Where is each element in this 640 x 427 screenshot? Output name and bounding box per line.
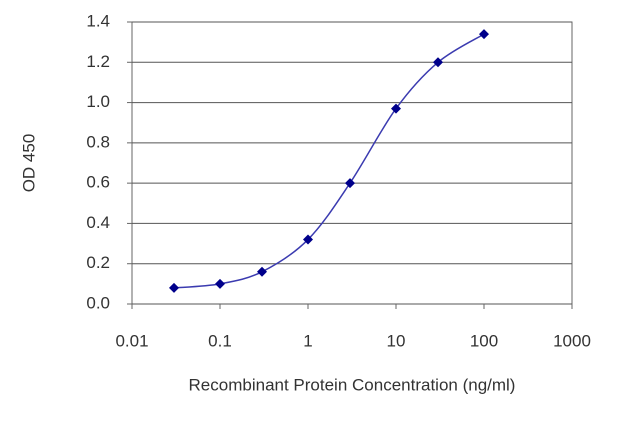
plot-frame	[131, 21, 573, 305]
y-tick-label: 0.8	[86, 132, 110, 151]
x-tick-label: 1	[303, 331, 312, 350]
y-tick-label: 0.0	[86, 293, 110, 312]
x-axis-label: Recombinant Protein Concentration (ng/ml…	[189, 375, 516, 394]
y-tick-label: 1.2	[86, 52, 110, 71]
data-line	[173, 33, 485, 289]
y-axis-label: OD 450	[19, 134, 38, 193]
y-tick-label: 0.4	[86, 213, 110, 232]
data-point	[256, 266, 267, 277]
x-tick-label: 100	[470, 331, 498, 350]
x-tick-label: 0.01	[115, 331, 148, 350]
y-tick-label: 0.6	[86, 173, 110, 192]
y-tick-label: 1.0	[86, 92, 110, 111]
x-tick-label: 0.1	[208, 331, 232, 350]
x-tick-label: 1000	[553, 331, 591, 350]
data-point	[479, 29, 489, 40]
x-tick-label: 10	[387, 331, 406, 350]
data-point	[215, 278, 225, 289]
y-tick-label: 1.4	[86, 11, 110, 30]
data-point	[391, 103, 401, 114]
y-tick-label: 0.2	[86, 253, 110, 272]
data-point	[344, 178, 355, 189]
data-point	[432, 57, 443, 68]
data-point	[303, 234, 313, 245]
data-point	[168, 282, 179, 293]
